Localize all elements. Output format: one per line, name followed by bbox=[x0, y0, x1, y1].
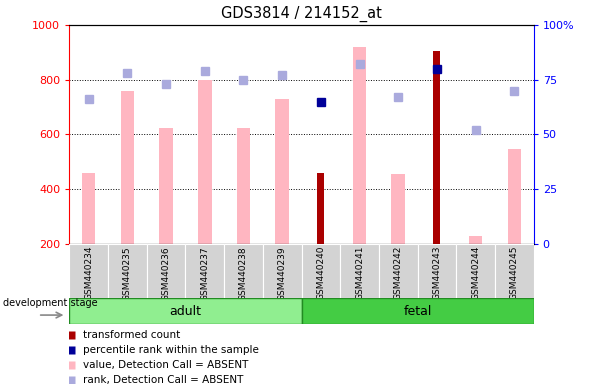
Bar bbox=[263, 244, 302, 298]
Text: GSM440241: GSM440241 bbox=[355, 246, 364, 301]
Bar bbox=[224, 244, 263, 298]
Bar bbox=[302, 244, 340, 298]
Text: GSM440242: GSM440242 bbox=[394, 246, 403, 300]
Text: transformed count: transformed count bbox=[83, 330, 180, 340]
Bar bbox=[417, 244, 456, 298]
Title: GDS3814 / 214152_at: GDS3814 / 214152_at bbox=[221, 6, 382, 22]
Bar bbox=[69, 298, 302, 324]
Text: GSM440237: GSM440237 bbox=[200, 246, 209, 301]
Text: GSM440234: GSM440234 bbox=[84, 246, 93, 301]
Bar bbox=[434, 51, 440, 244]
Bar bbox=[391, 174, 405, 244]
Text: development stage: development stage bbox=[3, 298, 98, 308]
Bar bbox=[379, 244, 417, 298]
Bar bbox=[456, 244, 495, 298]
Bar bbox=[198, 80, 212, 244]
Bar bbox=[108, 244, 147, 298]
Text: GSM440240: GSM440240 bbox=[317, 246, 326, 301]
Bar bbox=[302, 298, 534, 324]
Text: adult: adult bbox=[169, 305, 201, 318]
Text: GSM440236: GSM440236 bbox=[162, 246, 171, 301]
Bar bbox=[69, 244, 108, 298]
Bar bbox=[82, 173, 95, 244]
Text: value, Detection Call = ABSENT: value, Detection Call = ABSENT bbox=[83, 360, 248, 370]
Text: rank, Detection Call = ABSENT: rank, Detection Call = ABSENT bbox=[83, 375, 244, 384]
Bar bbox=[353, 47, 366, 244]
Text: GSM440235: GSM440235 bbox=[123, 246, 132, 301]
Text: percentile rank within the sample: percentile rank within the sample bbox=[83, 345, 259, 355]
Bar bbox=[508, 149, 521, 244]
Bar bbox=[495, 244, 534, 298]
Text: GSM440245: GSM440245 bbox=[510, 246, 519, 301]
Text: GSM440244: GSM440244 bbox=[471, 246, 480, 300]
Bar bbox=[469, 236, 482, 244]
Bar bbox=[276, 99, 289, 244]
Text: GSM440238: GSM440238 bbox=[239, 246, 248, 301]
Bar bbox=[317, 173, 324, 244]
Bar bbox=[340, 244, 379, 298]
Bar bbox=[159, 127, 173, 244]
Text: GSM440243: GSM440243 bbox=[432, 246, 441, 301]
Bar bbox=[121, 91, 134, 244]
Text: fetal: fetal bbox=[403, 305, 432, 318]
Bar bbox=[147, 244, 186, 298]
Text: GSM440239: GSM440239 bbox=[277, 246, 286, 301]
Bar bbox=[186, 244, 224, 298]
Bar bbox=[237, 127, 250, 244]
